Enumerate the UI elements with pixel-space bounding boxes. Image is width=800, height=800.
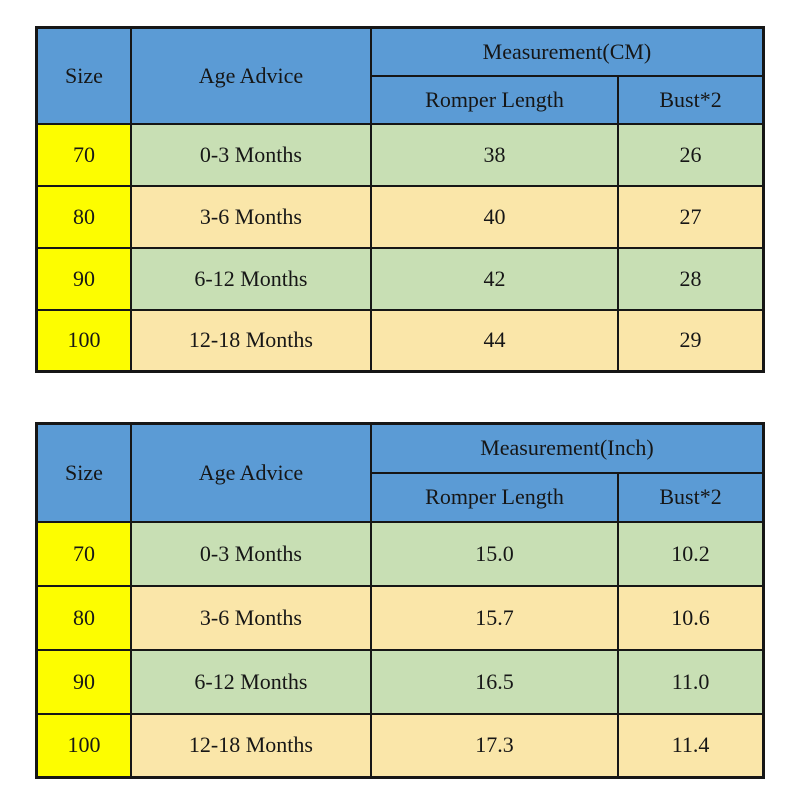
size-chart-cm-table: Size Age Advice Measurement(CM) Romper L… (35, 26, 765, 373)
size-cell: 70 (35, 520, 132, 587)
table-row: 80 3-6 Months 40 27 (35, 184, 765, 249)
bust-column-header: Bust*2 (617, 74, 765, 125)
romper-length-cell: 15.7 (369, 584, 620, 651)
bust-cell: 27 (617, 184, 765, 249)
size-cell: 80 (35, 584, 132, 651)
table-row: 100 12-18 Months 17.3 11.4 (35, 712, 765, 779)
size-cell: 90 (35, 648, 132, 715)
bust-cell: 10.6 (617, 584, 765, 651)
age-cell: 6-12 Months (130, 246, 372, 311)
table-row: 70 0-3 Months 15.0 10.2 (35, 520, 765, 587)
bust-cell: 26 (617, 122, 765, 187)
table-row: 70 0-3 Months 38 26 (35, 122, 765, 187)
table-row: 100 12-18 Months 44 29 (35, 308, 765, 373)
age-cell: 12-18 Months (130, 308, 372, 373)
age-advice-column-header: Age Advice (130, 26, 372, 125)
bust-cell: 11.4 (617, 712, 765, 779)
bust-cell: 28 (617, 246, 765, 311)
size-cell: 90 (35, 246, 132, 311)
romper-length-cell: 17.3 (369, 712, 620, 779)
age-cell: 6-12 Months (130, 648, 372, 715)
age-advice-column-header: Age Advice (130, 422, 372, 523)
romper-length-cell: 44 (369, 308, 620, 373)
size-cell: 100 (35, 308, 132, 373)
bust-cell: 11.0 (617, 648, 765, 715)
table-row: 90 6-12 Months 42 28 (35, 246, 765, 311)
size-column-header: Size (35, 26, 132, 125)
size-column-header: Size (35, 422, 132, 523)
romper-length-cell: 40 (369, 184, 620, 249)
age-cell: 3-6 Months (130, 184, 372, 249)
size-chart-inch-table: Size Age Advice Measurement(Inch) Romper… (35, 422, 765, 779)
age-cell: 3-6 Months (130, 584, 372, 651)
age-cell: 12-18 Months (130, 712, 372, 779)
bust-cell: 10.2 (617, 520, 765, 587)
size-cell: 80 (35, 184, 132, 249)
measurement-cm-header: Measurement(CM) (369, 26, 765, 77)
measurement-inch-header: Measurement(Inch) (369, 422, 765, 474)
age-cell: 0-3 Months (130, 122, 372, 187)
romper-length-cell: 16.5 (369, 648, 620, 715)
size-cell: 70 (35, 122, 132, 187)
romper-length-column-header: Romper Length (369, 74, 620, 125)
bust-cell: 29 (617, 308, 765, 373)
size-cell: 100 (35, 712, 132, 779)
bust-column-header: Bust*2 (617, 471, 765, 523)
romper-length-cell: 42 (369, 246, 620, 311)
table-row: 90 6-12 Months 16.5 11.0 (35, 648, 765, 715)
romper-length-cell: 38 (369, 122, 620, 187)
table-row: 80 3-6 Months 15.7 10.6 (35, 584, 765, 651)
age-cell: 0-3 Months (130, 520, 372, 587)
romper-length-column-header: Romper Length (369, 471, 620, 523)
romper-length-cell: 15.0 (369, 520, 620, 587)
